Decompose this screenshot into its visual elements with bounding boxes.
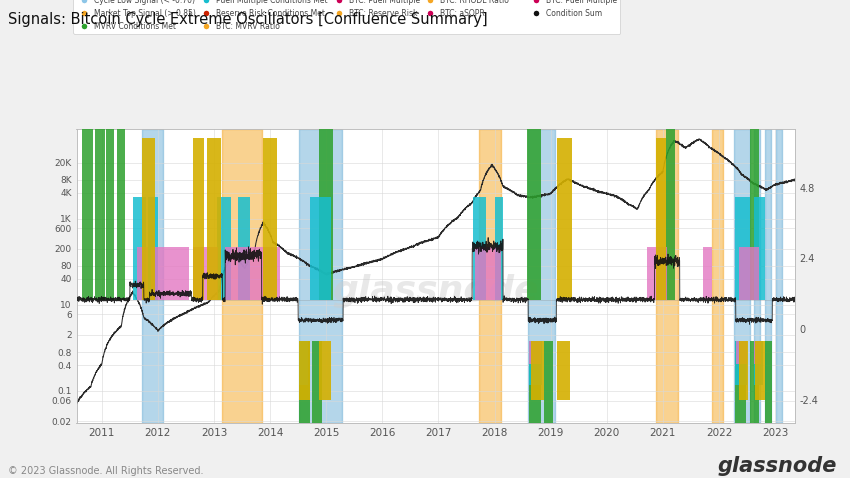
Bar	[647, 247, 667, 300]
Bar	[756, 341, 765, 400]
Bar	[225, 247, 280, 300]
Bar	[734, 129, 750, 423]
Bar	[530, 341, 541, 444]
Bar	[312, 341, 321, 444]
Text: glassnode: glassnode	[718, 456, 837, 476]
Bar	[666, 35, 675, 300]
Bar	[558, 341, 570, 400]
Bar	[703, 247, 712, 300]
Bar	[475, 247, 501, 300]
Bar	[117, 35, 125, 300]
Bar	[148, 196, 158, 300]
Bar	[527, 35, 541, 300]
Text: Signals: Bitcoin Cycle Extreme Oscillators [Confluence Summary]: Signals: Bitcoin Cycle Extreme Oscillato…	[8, 12, 488, 27]
Bar	[754, 341, 761, 364]
Bar	[530, 341, 541, 364]
Bar	[133, 196, 145, 300]
Bar	[558, 138, 572, 300]
Text: © 2023 Glassnode. All Rights Reserved.: © 2023 Glassnode. All Rights Reserved.	[8, 466, 204, 476]
Bar	[82, 35, 94, 300]
Bar	[106, 35, 114, 300]
Bar	[299, 129, 342, 423]
Bar	[151, 247, 189, 300]
Bar	[95, 35, 105, 300]
Bar	[207, 138, 221, 300]
Bar	[473, 196, 486, 300]
Bar	[656, 129, 678, 423]
Bar	[310, 196, 331, 300]
Bar	[193, 247, 218, 300]
Bar	[765, 129, 771, 423]
Bar	[739, 247, 759, 300]
Bar	[750, 35, 759, 300]
Bar	[193, 138, 204, 300]
Bar	[544, 341, 553, 444]
Bar	[736, 341, 747, 364]
Bar	[142, 138, 155, 300]
Bar	[237, 196, 251, 300]
Bar	[765, 341, 773, 444]
Bar	[299, 341, 310, 400]
Text: glassnode: glassnode	[332, 274, 539, 308]
Bar	[754, 341, 762, 385]
Bar	[754, 129, 760, 423]
Bar	[137, 247, 148, 300]
Bar	[739, 341, 748, 400]
Bar	[217, 196, 231, 300]
Bar	[142, 129, 163, 423]
Bar	[264, 138, 277, 300]
Bar	[299, 341, 309, 385]
Bar	[734, 341, 747, 385]
Bar	[776, 129, 782, 423]
Bar	[656, 138, 666, 300]
Bar	[495, 196, 503, 300]
Bar	[299, 341, 310, 444]
Legend: BTC: Price [USD], Cycle Low Signal (< -0.70), Market Top Signal (> 0.85), MVRV C: BTC: Price [USD], Cycle Low Signal (< -0…	[73, 0, 620, 33]
Bar	[528, 129, 555, 423]
Bar	[223, 129, 262, 423]
Bar	[320, 341, 331, 400]
Bar	[750, 341, 759, 444]
Bar	[712, 129, 722, 423]
Bar	[320, 35, 333, 300]
Bar	[754, 196, 765, 300]
Bar	[531, 341, 544, 400]
Bar	[479, 129, 502, 423]
Bar	[530, 341, 542, 385]
Bar	[734, 196, 750, 300]
Bar	[734, 341, 746, 444]
